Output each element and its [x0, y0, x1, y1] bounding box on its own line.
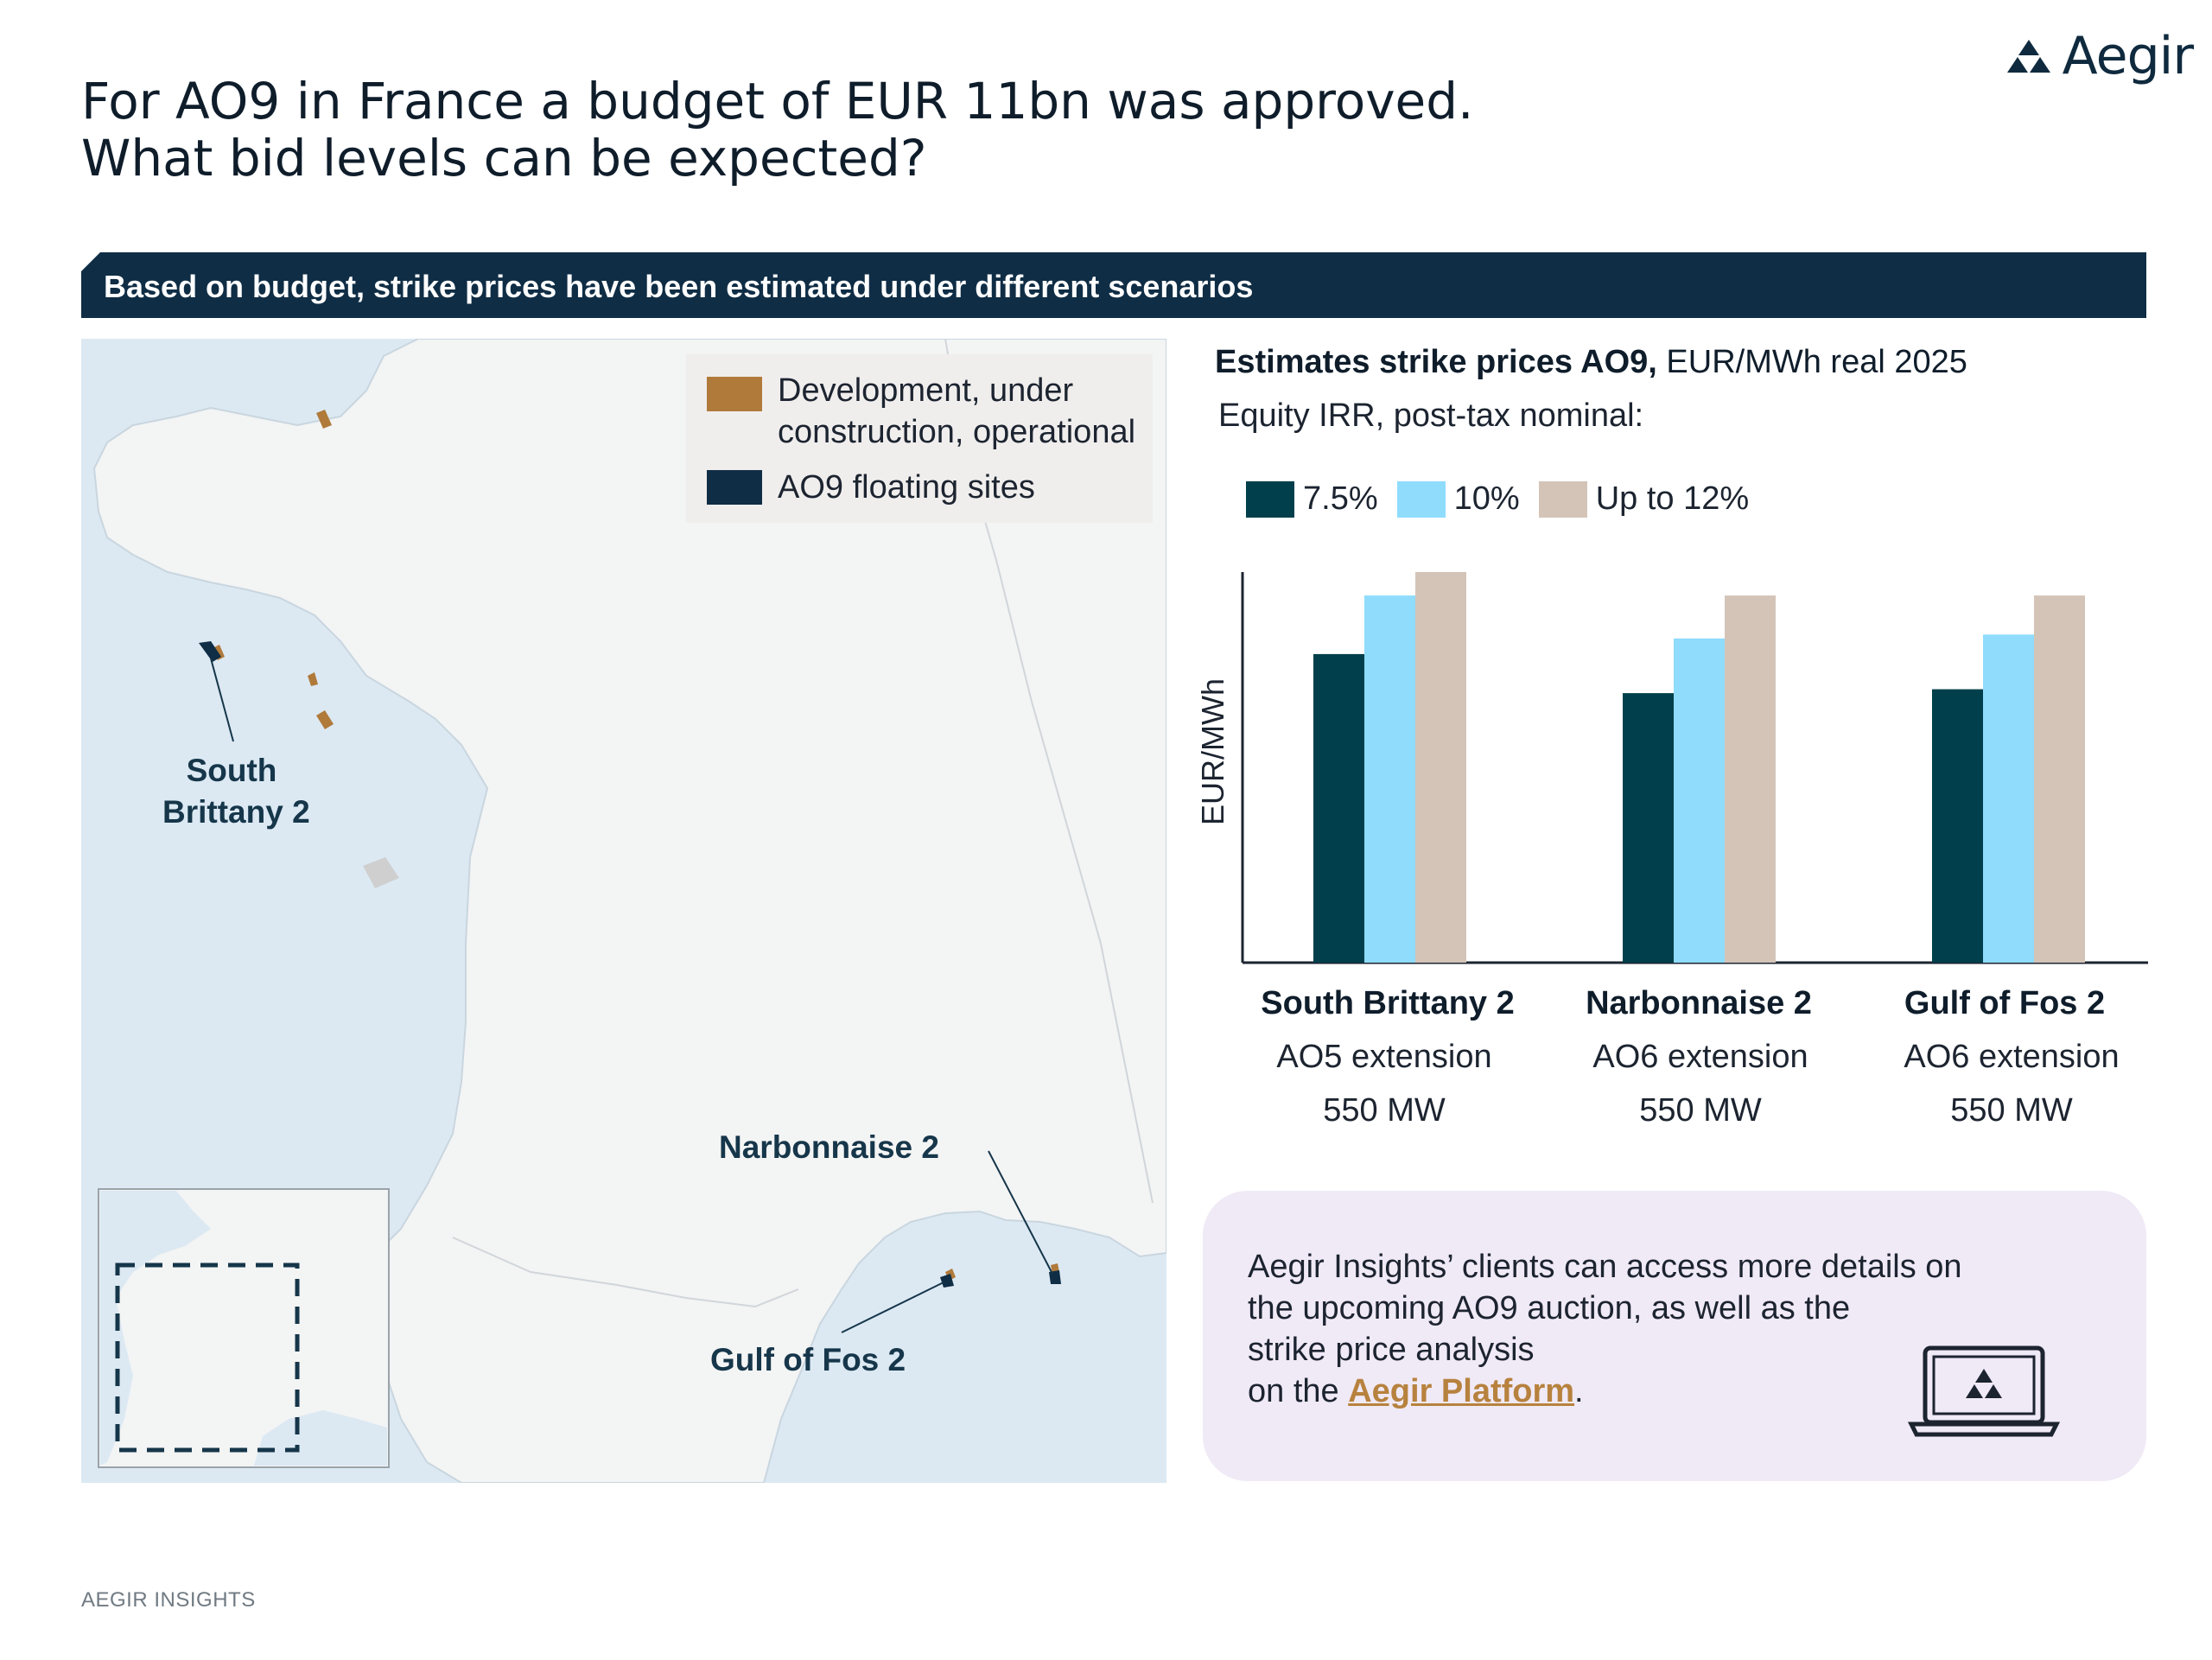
map-label-narbonnaise: Narbonnaise 2 [719, 1129, 939, 1165]
category-sub-south-brittany: AO5 extension [1276, 1039, 1492, 1075]
dev-site-3 [308, 672, 318, 686]
chart-legend: 7.5% 10% Up to 12% [1246, 480, 1768, 518]
chart-legend-swatch-10 [1396, 480, 1446, 518]
map-graphic [92, 339, 1166, 1483]
map-legend: Development, under construction, operati… [686, 354, 1153, 523]
category-sub-gulf-of-fos: AO6 extension [1904, 1039, 2120, 1075]
leader-south-brittany [210, 658, 234, 742]
chart-legend-label-10: 10% [1453, 480, 1520, 517]
page-title: For AO9 in France a budget of EUR 11bn w… [81, 73, 1809, 187]
info-text: Aegir Insights’ clients can access more … [1248, 1246, 1962, 1412]
aegir-platform-link[interactable]: Aegir Platform [1348, 1373, 1575, 1409]
ao9-site-south-brittany [199, 641, 221, 662]
chart-legend-label-7-5: 7.5% [1303, 480, 1378, 517]
info-line-2: the upcoming AO9 auction, as well as the [1248, 1290, 1851, 1326]
aegir-triangles-icon [2006, 40, 2050, 73]
legend-swatch-ao9 [707, 470, 762, 505]
info-line-1: Aegir Insights’ clients can access more … [1248, 1249, 1962, 1285]
bar-narbonnaise-2-series-2 [1725, 595, 1776, 963]
inset-focus-box [115, 1262, 300, 1453]
category-label-gulf-of-fos: Gulf of Fos 2 [1904, 985, 2106, 1021]
bar-south-brittany-2-series-1 [1364, 595, 1415, 963]
bar-narbonnaise-2-series-1 [1674, 638, 1725, 963]
legend-swatch-development [707, 377, 762, 411]
france-land [92, 339, 1166, 1483]
ao9-site-gulf-of-fos [940, 1274, 954, 1288]
chart-legend-item-12: Up to 12% [1538, 480, 1750, 518]
chart-subtitle: Equity IRR, post-tax nominal: [1218, 398, 1644, 434]
info-callout: Aegir Insights’ clients can access more … [1203, 1191, 2146, 1481]
leader-gulf-of-fos [841, 1282, 944, 1333]
bar-south-brittany-2-series-2 [1415, 572, 1466, 963]
category-capacity-south-brittany: 550 MW [1323, 1092, 1446, 1129]
leader-narbonnaise [988, 1150, 1053, 1275]
bar-gulf-of-fos-2-series-1 [1983, 634, 2034, 963]
y-axis-label: EUR/MWh [1195, 678, 1230, 825]
map-panel: Development, under construction, operati… [81, 339, 1166, 1483]
legend-label-development-2: construction, operational [778, 414, 1136, 450]
info-line-4: on the Aegir Platform. [1248, 1373, 1584, 1409]
banner-text: Based on budget, strike prices have been… [104, 269, 1254, 304]
dev-site-1 [316, 410, 332, 429]
section-banner: Based on budget, strike prices have been… [81, 252, 2146, 318]
legend-label-development-1: Development, under [778, 372, 1074, 409]
map-label-gulf-of-fos: Gulf of Fos 2 [710, 1342, 906, 1377]
bar-gulf-of-fos-2-series-0 [1932, 689, 1983, 963]
category-sub-narbonnaise: AO6 extension [1592, 1039, 1808, 1075]
chart-legend-label-12: Up to 12% [1595, 480, 1750, 517]
chart-title: Estimates strike prices AO9, EUR/MWh rea… [1215, 344, 1967, 380]
bar-narbonnaise-2-series-0 [1623, 693, 1674, 963]
legend-item-ao9: AO9 floating sites [707, 467, 1035, 508]
grey-zone [363, 857, 399, 888]
title-line-2: What bid levels can be expected? [81, 129, 927, 188]
brand-name: Aegir [2062, 26, 2194, 86]
category-label-south-brittany: South Brittany 2 [1261, 985, 1515, 1021]
map-label-south-brittany: South Brittany 2 [162, 753, 310, 830]
category-capacity-gulf-of-fos: 550 MW [1950, 1092, 2073, 1129]
footer-text: AEGIR INSIGHTS [81, 1588, 256, 1612]
inset-sea [100, 1191, 211, 1466]
chart-legend-item-10: 10% [1396, 480, 1520, 518]
info-line-3: strike price analysis [1248, 1332, 1535, 1368]
bar-chart: EUR/MWh [1195, 572, 2148, 964]
category-label-narbonnaise: Narbonnaise 2 [1586, 985, 1812, 1021]
category-capacity-narbonnaise: 550 MW [1639, 1092, 1762, 1129]
legend-label-ao9: AO9 floating sites [778, 469, 1035, 506]
bars-group [1313, 572, 2085, 963]
title-line-1: For AO9 in France a budget of EUR 11bn w… [81, 72, 1474, 130]
chart-legend-swatch-12 [1538, 480, 1587, 518]
legend-item-development: Development, under construction, operati… [707, 370, 1135, 453]
laptop-icon [1908, 1345, 2060, 1437]
bar-gulf-of-fos-2-series-2 [2034, 595, 2085, 963]
dev-site-4 [316, 710, 334, 729]
chart-legend-swatch-7-5 [1246, 480, 1294, 518]
chart-legend-item-7-5: 7.5% [1246, 480, 1378, 518]
bar-south-brittany-2-series-0 [1313, 653, 1364, 963]
brand-logo: Aegir [2006, 26, 2194, 86]
